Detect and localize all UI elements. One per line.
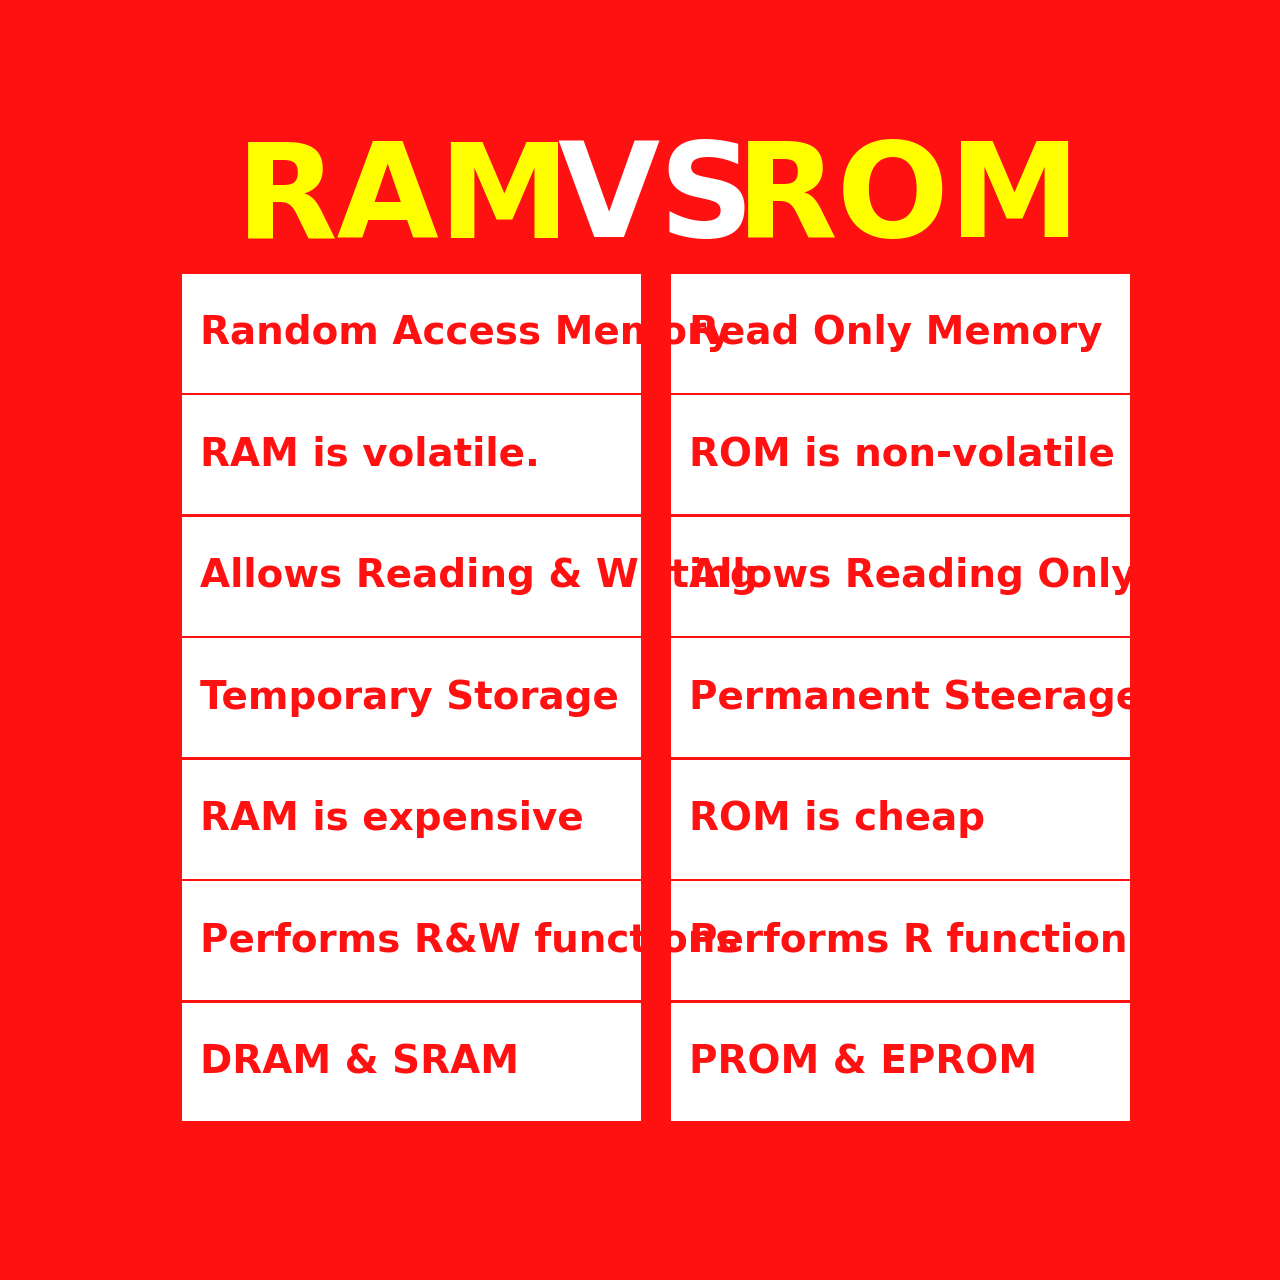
Text: Performs R function: Performs R function <box>689 922 1128 960</box>
Text: DRAM & SRAM: DRAM & SRAM <box>200 1043 518 1082</box>
Bar <box>182 639 641 756</box>
Text: Performs R&W functions: Performs R&W functions <box>200 922 739 960</box>
Bar <box>182 396 641 515</box>
Text: RAM is expensive: RAM is expensive <box>200 800 584 838</box>
Bar <box>671 396 1130 515</box>
Text: ROM: ROM <box>736 137 1082 265</box>
Text: RAM is volatile.: RAM is volatile. <box>200 435 540 474</box>
Text: VS: VS <box>557 137 755 265</box>
Text: ROM is non-volatile: ROM is non-volatile <box>689 435 1115 474</box>
Bar <box>182 881 641 1000</box>
Bar <box>671 274 1130 393</box>
Text: Read Only Memory: Read Only Memory <box>689 315 1102 352</box>
Text: RAM: RAM <box>236 137 571 265</box>
Text: Temporary Storage: Temporary Storage <box>200 678 618 717</box>
Text: Allows Reading Only: Allows Reading Only <box>689 557 1137 595</box>
Bar <box>671 760 1130 878</box>
Bar <box>182 274 641 393</box>
Bar <box>182 1002 641 1121</box>
Bar <box>671 639 1130 756</box>
Bar <box>671 517 1130 636</box>
Text: Random Access Memory: Random Access Memory <box>200 315 731 352</box>
Text: Permanent Steerage: Permanent Steerage <box>689 678 1142 717</box>
Text: ROM is cheap: ROM is cheap <box>689 800 984 838</box>
Text: Allows Reading & Writing: Allows Reading & Writing <box>200 557 758 595</box>
Bar <box>182 517 641 636</box>
Text: PROM & EPROM: PROM & EPROM <box>689 1043 1037 1082</box>
Bar <box>182 760 641 878</box>
Bar <box>671 881 1130 1000</box>
Bar <box>671 1002 1130 1121</box>
